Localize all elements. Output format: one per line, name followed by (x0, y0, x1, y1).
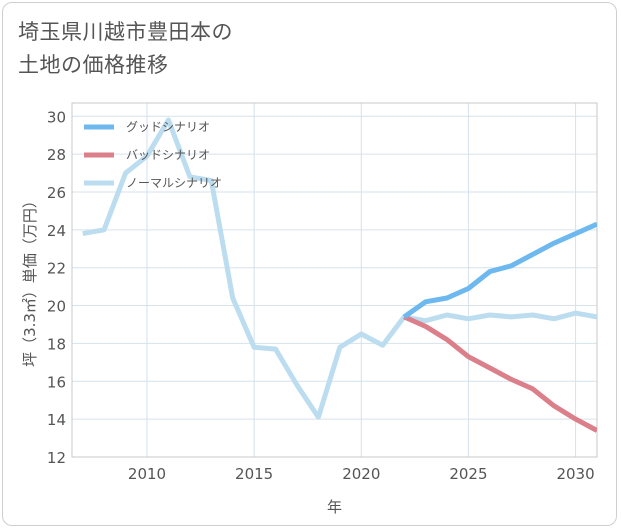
y-tick-label: 14 (47, 411, 66, 429)
y-tick-label: 20 (47, 298, 66, 316)
x-tick-label: 2015 (235, 465, 273, 483)
y-axis-label: 坪（3.3㎡）単価（万円） (21, 193, 39, 367)
plot-frame (71, 102, 598, 458)
x-axis-label: 年 (327, 498, 342, 516)
y-tick-label: 12 (47, 449, 66, 467)
series-line-bad (403, 314, 597, 433)
y-tick-label: 30 (47, 108, 66, 126)
legend-label-good: グッドシナリオ (126, 120, 210, 134)
y-tick-label: 16 (47, 373, 66, 391)
series-line-normal (82, 117, 597, 420)
legend-label-normal: ノーマルシナリオ (126, 176, 222, 190)
x-tick-label: 2020 (342, 465, 380, 483)
y-tick-label: 22 (47, 260, 66, 278)
series-line-good (402, 221, 597, 319)
chart-title: 埼玉県川越市豊田本の 土地の価格推移 (18, 16, 233, 82)
tick-labels: 12 14 16 18 20 22 24 26 28 30 2010 2015 2020 2025 2030 (47, 108, 595, 483)
x-tick-label: 2010 (128, 465, 166, 483)
y-tick-label: 26 (47, 184, 66, 202)
y-tick-label: 18 (47, 335, 66, 353)
x-tick-label: 2030 (556, 465, 594, 483)
legend-label-bad: バッドシナリオ (126, 148, 210, 162)
y-tick-label: 24 (47, 222, 66, 240)
x-tick-label: 2025 (449, 465, 487, 483)
y-tick-label: 28 (47, 146, 66, 164)
series-lines (82, 117, 597, 433)
chart-title-line-1: 埼玉県川越市豊田本の (18, 20, 233, 44)
chart-title-line-2: 土地の価格推移 (18, 53, 169, 77)
